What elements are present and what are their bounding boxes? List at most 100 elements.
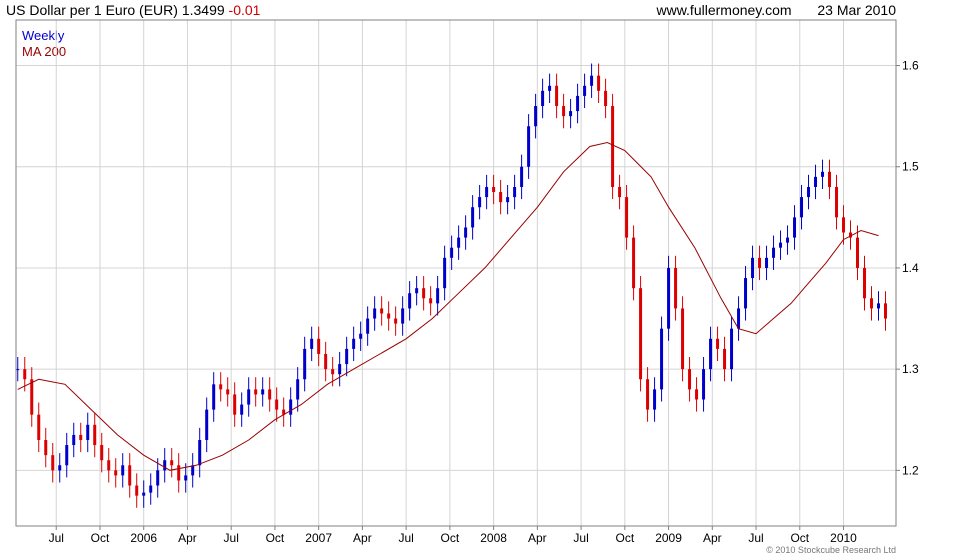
candle-106: [758, 245, 762, 281]
candle-body-87: [625, 197, 629, 238]
candle-70: [506, 184, 510, 215]
x-tick-4: Jul: [224, 531, 239, 545]
candle-body-90: [646, 379, 650, 410]
candle-body-86: [618, 186, 622, 198]
candle-101: [723, 336, 727, 382]
candle-118: [842, 205, 846, 245]
candle-body-13: [107, 460, 111, 471]
candle-body-81: [583, 85, 587, 96]
candle-88: [632, 225, 636, 301]
candle-54: [394, 306, 398, 336]
candle-43: [317, 326, 321, 367]
candle-100: [716, 326, 720, 362]
candle-body-15: [121, 465, 125, 476]
candle-34: [254, 377, 258, 407]
candle-51: [373, 296, 377, 331]
candle-95: [681, 296, 685, 382]
candle-65: [471, 195, 475, 240]
header-right: www.fullermoney.com 23 Mar 2010: [656, 2, 896, 18]
candle-body-100: [716, 338, 720, 349]
candle-19: [149, 473, 153, 505]
site-link[interactable]: www.fullermoney.com: [656, 2, 792, 18]
candle-body-44: [324, 353, 328, 370]
candle-81: [583, 73, 587, 109]
candle-113: [807, 174, 811, 210]
candle-52: [380, 296, 384, 326]
candle-24: [184, 463, 188, 493]
candle-body-6: [58, 465, 62, 471]
candle-10: [86, 412, 90, 453]
candle-108: [772, 235, 776, 270]
candle-body-119: [849, 232, 853, 238]
candle-body-48: [352, 338, 356, 349]
candle-body-72: [520, 166, 524, 187]
candle-body-29: [219, 384, 223, 390]
candle-94: [674, 255, 678, 321]
candle-98: [702, 356, 706, 412]
ma200-line: [17, 141, 879, 471]
candle-123: [877, 291, 881, 321]
candle-38: [282, 397, 286, 427]
candle-116: [828, 159, 832, 200]
candle-124: [884, 291, 888, 331]
candle-body-75: [541, 90, 545, 107]
candle-body-8: [72, 434, 76, 446]
candle-87: [625, 184, 629, 250]
candle-49: [359, 321, 363, 351]
candle-20: [156, 458, 160, 498]
legend-weekly: Weekly: [22, 28, 65, 43]
candle-body-83: [597, 75, 601, 91]
candle-32: [240, 392, 244, 427]
candle-27: [205, 397, 209, 453]
x-axis-labels: Jul Oct 2006 Apr Jul Oct 2007 Apr Jul Oct 2008 Apr J…: [49, 526, 857, 545]
candle-body-51: [373, 308, 377, 319]
candle-107: [765, 245, 769, 281]
candle-body-98: [702, 369, 706, 400]
candle-3: [37, 402, 41, 453]
candle-body-117: [835, 186, 839, 218]
candle-body-104: [744, 278, 748, 309]
candle-69: [499, 179, 503, 215]
candle-body-109: [779, 242, 783, 248]
candle-body-106: [758, 257, 762, 268]
candle-25: [191, 453, 195, 488]
candle-body-38: [282, 409, 286, 415]
candle-75: [541, 78, 545, 119]
candle-body-21: [163, 460, 167, 471]
candle-body-4: [44, 439, 48, 456]
candle-112: [800, 184, 804, 230]
candle-21: [163, 448, 167, 483]
candle-body-76: [548, 85, 552, 91]
candle-body-25: [191, 465, 195, 476]
x-tick-14: 2009: [655, 531, 682, 545]
candle-body-19: [149, 485, 153, 493]
price-change: -0.01: [228, 2, 261, 18]
candle-12: [100, 432, 104, 473]
candle-body-103: [737, 308, 741, 329]
candle-body-32: [240, 404, 244, 415]
candle-53: [387, 301, 391, 331]
candle-body-79: [569, 111, 573, 117]
candle-body-3: [37, 414, 41, 440]
candle-97: [695, 377, 699, 412]
candle-14: [114, 458, 118, 488]
x-tick-0: Jul: [49, 531, 64, 545]
candle-48: [352, 326, 356, 362]
candle-body-122: [870, 298, 874, 309]
chart-date: 23 Mar 2010: [817, 2, 896, 18]
candle-6: [58, 453, 62, 483]
candle-72: [520, 154, 524, 200]
candle-body-70: [506, 197, 510, 203]
candle-body-107: [765, 257, 769, 268]
copyright-note: © 2010 Stockcube Research Ltd: [766, 545, 896, 555]
candle-122: [870, 286, 874, 321]
candle-body-30: [226, 389, 230, 395]
candle-29: [219, 372, 223, 402]
plot-frame: [15, 19, 897, 527]
candle-39: [289, 387, 293, 427]
candle-body-123: [877, 303, 881, 309]
candle-11: [93, 412, 97, 458]
candle-41: [303, 336, 307, 392]
candle-16: [128, 453, 132, 498]
legend: Weekly MA 200: [22, 28, 66, 60]
